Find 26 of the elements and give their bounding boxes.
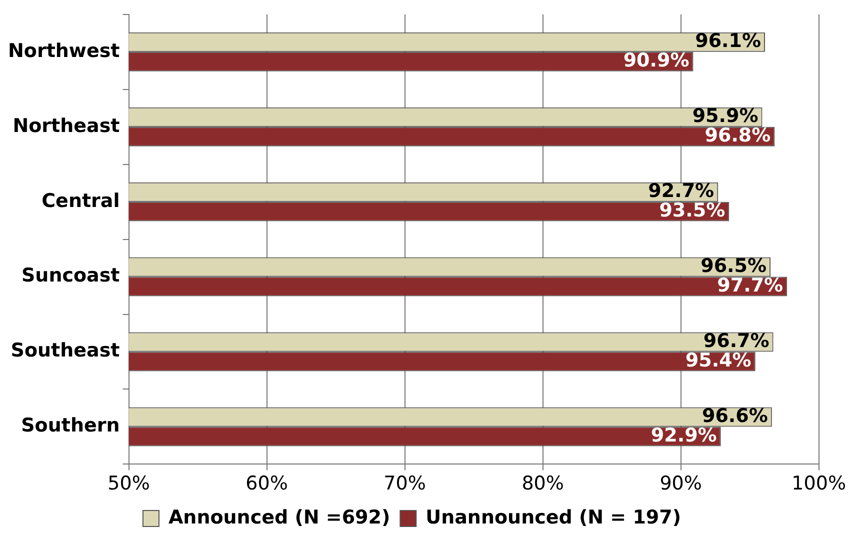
data-label: 96.1% bbox=[695, 30, 762, 52]
data-label: 96.7% bbox=[703, 330, 770, 352]
data-label: 96.8% bbox=[704, 124, 771, 147]
data-label: 90.9% bbox=[623, 50, 690, 72]
x-tick-label: 50% bbox=[108, 472, 150, 495]
data-label: 96.6% bbox=[702, 404, 768, 427]
y-tick-label: Southeast bbox=[10, 340, 120, 362]
data-label: 96.5% bbox=[700, 254, 767, 277]
legend-label: Announced (N =692) bbox=[168, 506, 390, 528]
data-label: 93.5% bbox=[659, 200, 726, 222]
data-label: 97.7% bbox=[717, 274, 784, 296]
y-tick-label: Northeast bbox=[12, 114, 120, 137]
x-tick-label: 100% bbox=[792, 472, 846, 495]
x-tick-label: 90% bbox=[660, 472, 702, 495]
x-tick-label: 70% bbox=[384, 472, 426, 495]
data-label: 92.9% bbox=[650, 424, 717, 446]
y-tick-label: Central bbox=[42, 190, 120, 212]
x-tick-label: 60% bbox=[246, 472, 288, 495]
y-tick-label: Suncoast bbox=[22, 264, 120, 287]
data-label: 95.4% bbox=[685, 349, 752, 372]
y-tick-label: Northwest bbox=[8, 40, 120, 62]
x-tick-label: 80% bbox=[522, 472, 564, 495]
legend-label: Unannounced (N = 197) bbox=[426, 506, 682, 528]
y-tick-label: Southern bbox=[21, 414, 120, 437]
data-label: 92.7% bbox=[648, 180, 714, 202]
data-label: 95.9% bbox=[692, 105, 758, 128]
